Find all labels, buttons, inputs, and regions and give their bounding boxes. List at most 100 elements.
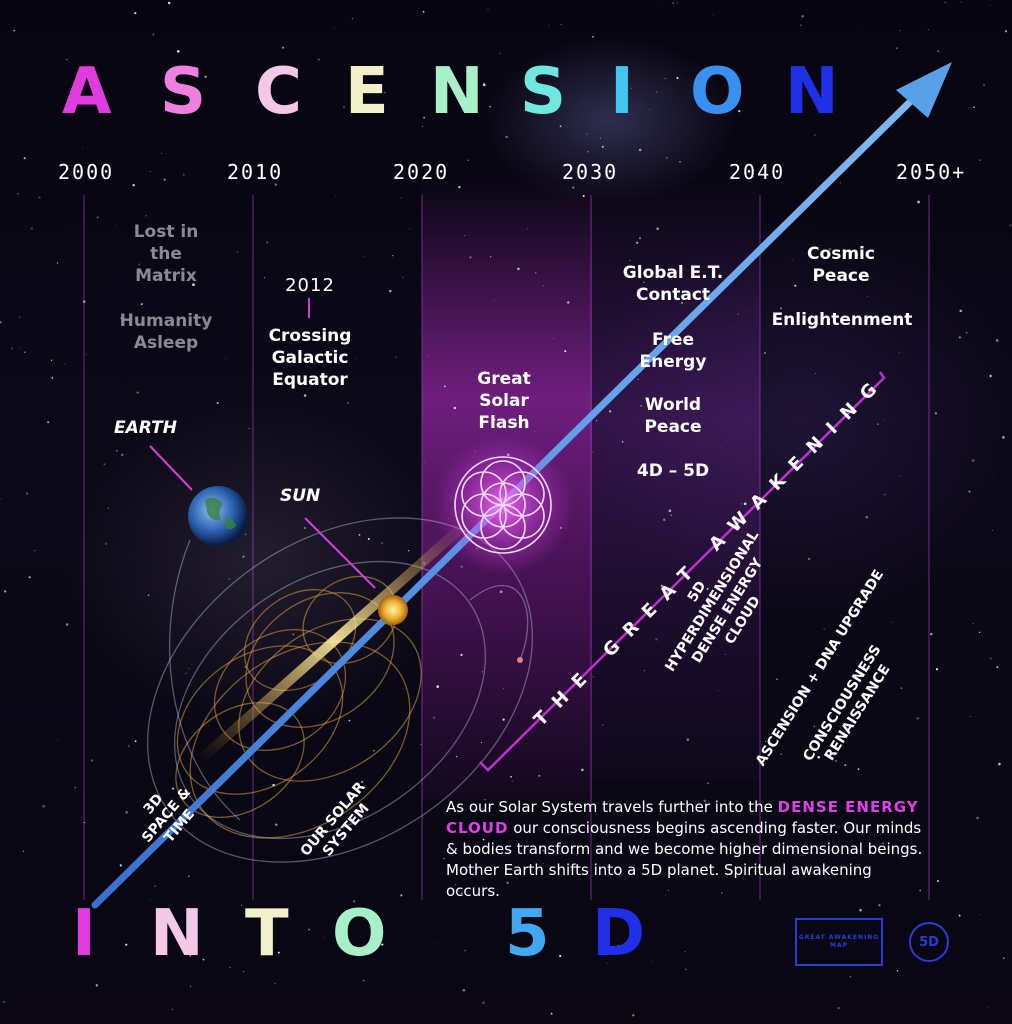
5d-logo-badge: 5D: [909, 922, 949, 962]
star: [278, 360, 280, 362]
star: [807, 557, 811, 561]
star: [2, 1000, 5, 1003]
star: [364, 256, 366, 258]
star: [167, 1, 171, 5]
star: [844, 764, 847, 767]
star: [866, 296, 868, 297]
star: [84, 821, 86, 824]
star: [51, 377, 54, 379]
star: [225, 358, 227, 360]
star: [444, 75, 447, 79]
star: [57, 739, 59, 740]
star: [567, 301, 570, 304]
star: [392, 255, 394, 257]
star: [514, 422, 518, 425]
star: [140, 166, 142, 168]
star: [367, 537, 370, 541]
description-text: As our Solar System travels further into…: [446, 797, 926, 902]
star: [723, 84, 725, 86]
star: [644, 670, 646, 672]
star: [10, 347, 13, 350]
star: [587, 150, 589, 153]
star: [564, 350, 567, 353]
star: [988, 1006, 990, 1008]
title-letter-c: C: [255, 55, 302, 129]
star: [315, 835, 317, 838]
star: [407, 550, 410, 552]
star: [453, 406, 456, 410]
label-world-peace: World Peace: [644, 395, 702, 437]
star: [738, 109, 741, 113]
star: [553, 337, 554, 339]
star: [182, 173, 185, 176]
star: [264, 277, 266, 279]
star: [47, 421, 50, 424]
star: [1002, 436, 1005, 439]
description-highlight: DENSE ENERGY CLOUD: [446, 798, 919, 837]
title-bottom-letter-o: O: [332, 897, 387, 971]
star: [900, 687, 903, 689]
star: [204, 75, 207, 78]
star: [794, 284, 797, 287]
star: [103, 463, 106, 466]
star: [265, 727, 267, 729]
star: [995, 339, 999, 342]
star: [805, 708, 806, 710]
star: [482, 838, 485, 841]
star: [240, 904, 243, 907]
star: [554, 90, 556, 93]
star: [510, 775, 512, 778]
star: [460, 565, 463, 568]
star: [113, 335, 115, 337]
star: [90, 75, 93, 78]
star: [400, 197, 403, 199]
star: [982, 83, 986, 87]
star: [763, 352, 766, 354]
star: [643, 281, 645, 283]
star: [904, 581, 906, 583]
star: [274, 982, 276, 985]
star: [550, 1012, 553, 1015]
label-4d-5d: 4D – 5D: [636, 461, 710, 481]
star: [505, 135, 508, 139]
star: [228, 578, 231, 581]
star: [958, 914, 961, 917]
star: [256, 485, 257, 486]
star: [916, 819, 918, 821]
star: [883, 493, 886, 496]
star: [493, 419, 496, 421]
star: [650, 961, 652, 963]
label-enlightenment: Enlightenment: [771, 310, 913, 330]
star: [38, 196, 41, 199]
star: [592, 451, 594, 453]
star: [882, 842, 884, 844]
star: [77, 901, 79, 903]
star: [185, 805, 187, 807]
star: [899, 29, 901, 32]
star: [626, 101, 628, 103]
star: [202, 958, 205, 961]
star: [460, 653, 463, 657]
star: [189, 954, 192, 957]
star: [707, 782, 709, 784]
star: [152, 33, 155, 36]
star: [185, 672, 187, 674]
star: [434, 68, 436, 70]
star: [281, 46, 285, 49]
star: [916, 717, 919, 720]
star: [621, 441, 624, 443]
description-part1: As our Solar System travels further into…: [446, 798, 778, 816]
star: [1002, 957, 1005, 960]
star: [582, 194, 585, 198]
star: [937, 50, 940, 53]
star: [150, 899, 151, 901]
star: [229, 966, 231, 969]
star: [859, 909, 862, 912]
star: [869, 825, 871, 827]
star: [335, 195, 337, 197]
star: [489, 256, 492, 258]
earth-pointer: [149, 445, 193, 491]
star: [83, 300, 86, 303]
star: [638, 148, 642, 152]
